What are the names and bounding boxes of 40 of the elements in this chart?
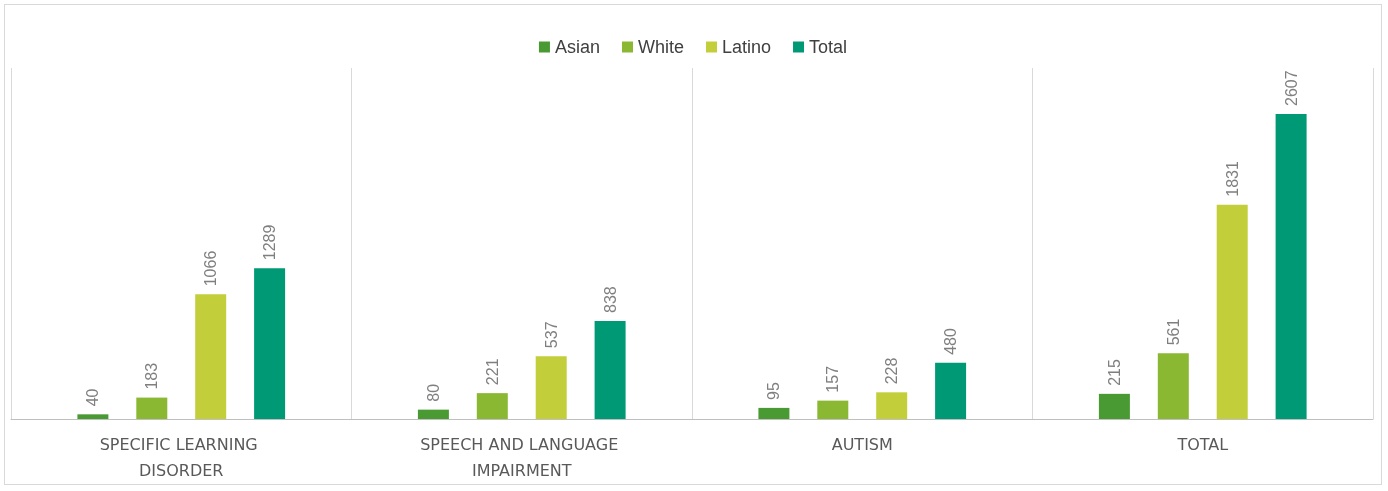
bar	[1275, 113, 1307, 419]
bar	[876, 392, 908, 419]
data-label: 40	[84, 388, 102, 407]
bar	[594, 320, 626, 419]
data-label: 221	[483, 358, 501, 386]
data-label: 1831	[1223, 161, 1241, 197]
data-label: 1066	[202, 250, 220, 287]
data-label: 2607	[1282, 70, 1300, 106]
x-tick-label: SPECIFIC LEARNING DISORDER	[99, 434, 263, 480]
data-label: 80	[424, 383, 442, 402]
bar	[254, 268, 286, 419]
x-tick-label: TOTAL	[1176, 434, 1229, 454]
bar	[817, 400, 849, 419]
bar	[195, 294, 227, 419]
data-label: 537	[542, 321, 560, 349]
bar	[1098, 393, 1130, 419]
data-label: 228	[883, 357, 901, 385]
legend-label: Total	[809, 37, 848, 57]
data-label: 215	[1105, 359, 1123, 386]
legend-label: White	[637, 37, 684, 57]
bar	[935, 362, 967, 419]
data-label: 183	[143, 362, 161, 390]
bar	[136, 397, 168, 419]
bar	[476, 393, 508, 419]
data-label: 1289	[261, 224, 279, 261]
data-label: 561	[1164, 318, 1182, 346]
legend-label: Latino	[721, 37, 772, 57]
x-tick-label: AUTISM	[831, 434, 893, 454]
data-label: 157	[824, 365, 842, 393]
data-label: 838	[601, 286, 619, 313]
data-label: 95	[765, 381, 783, 400]
bar	[758, 407, 790, 419]
legend-label: Asian	[554, 37, 600, 57]
data-label: 480	[942, 328, 960, 355]
bar	[1216, 204, 1248, 419]
bar	[1157, 353, 1189, 419]
x-tick-label: SPEECH AND LANGUAGE IMPAIRMENT	[420, 434, 624, 480]
bar	[535, 356, 567, 419]
bar	[417, 409, 449, 419]
bar	[77, 414, 109, 419]
